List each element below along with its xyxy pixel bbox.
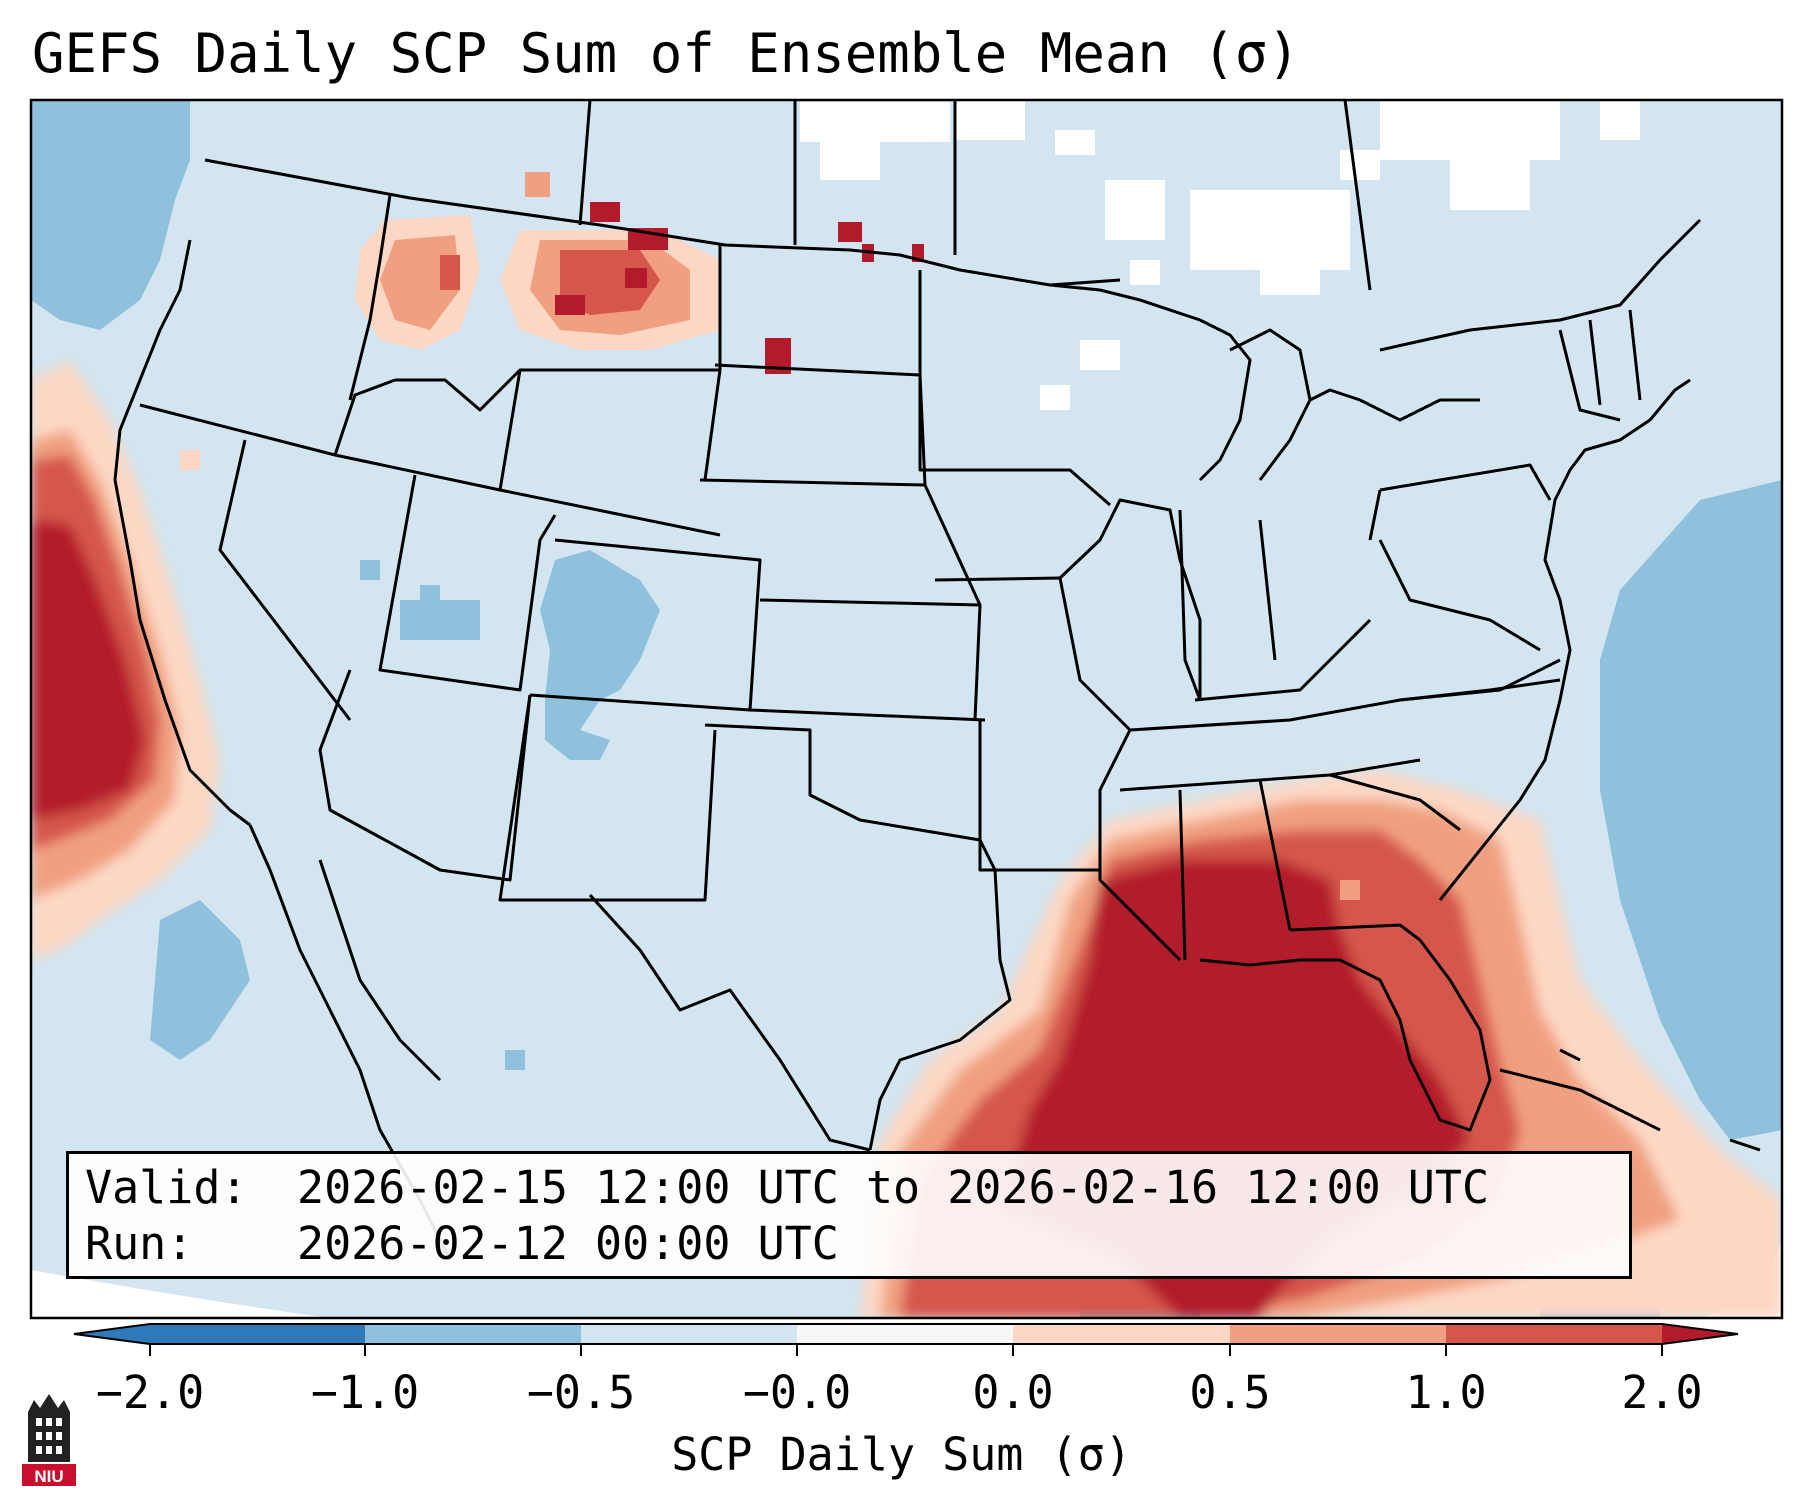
valid-value: 2026-02-15 12:00 UTC to 2026-02-16 12:00… — [297, 1161, 1490, 1214]
canada-white-patches — [800, 100, 1640, 410]
colorbar-segment-1 — [365, 1324, 581, 1344]
niu-logo-text: NIU — [34, 1467, 63, 1486]
field-medium-blue — [31, 100, 1782, 1318]
niu-logo-tower-icon — [28, 1394, 70, 1462]
validity-info-box: Valid: 2026-02-15 12:00 UTC to 2026-02-16… — [66, 1151, 1632, 1279]
colorbar-tick-label: 1.0 — [1405, 1366, 1487, 1419]
valid-label: Valid: — [85, 1161, 248, 1214]
projection-edge-bottom-left — [31, 1270, 330, 1318]
colorbar-segment-2 — [581, 1324, 797, 1344]
map-frame — [29, 98, 1784, 1320]
map-title: GEFS Daily SCP Sum of Ensemble Mean (σ) — [32, 22, 1300, 85]
run-line: Run: 2026-02-12 00:00 UTC — [85, 1216, 1629, 1272]
colorbar-tick-label: 0.0 — [972, 1366, 1054, 1419]
valid-line: Valid: 2026-02-15 12:00 UTC to 2026-02-16… — [85, 1160, 1629, 1216]
colorbar-segment-3 — [797, 1324, 1013, 1344]
field-northern-positive — [180, 172, 1360, 900]
niu-logo-badge — [22, 1464, 76, 1486]
colorbar-tick-label: −2.0 — [95, 1366, 205, 1419]
colorbar-extend-left — [74, 1324, 150, 1344]
colorbar-tick-label: 2.0 — [1621, 1366, 1703, 1419]
caribbean-islands — [1499, 1048, 1761, 1152]
run-label: Run: — [85, 1217, 194, 1270]
colorbar-tick-label: −0.5 — [526, 1366, 636, 1419]
colorbar-tick-label: −1.0 — [310, 1366, 420, 1419]
state-borders — [113, 100, 1702, 1261]
colorbar-segment-0 — [150, 1324, 365, 1344]
colorbar-extend-right — [1662, 1324, 1738, 1344]
colorbar-segment-5 — [1230, 1324, 1446, 1344]
colorbar-segment-4 — [1013, 1324, 1230, 1344]
colorbar-tick-label: 0.5 — [1189, 1366, 1271, 1419]
colorbar — [73, 1323, 1739, 1356]
run-value: 2026-02-12 00:00 UTC — [297, 1217, 839, 1270]
colorbar-tick-label: −0.0 — [742, 1366, 852, 1419]
field-pacific-positive — [31, 360, 220, 960]
colorbar-label: SCP Daily Sum (σ) — [671, 1428, 1132, 1481]
niu-logo: NIU — [22, 1394, 76, 1486]
colorbar-segment-6 — [1446, 1324, 1662, 1344]
